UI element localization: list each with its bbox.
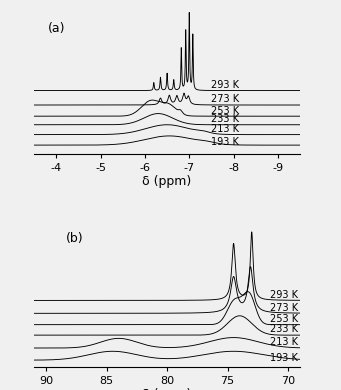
X-axis label: δ (ppm): δ (ppm) xyxy=(143,176,192,188)
Text: 213 K: 213 K xyxy=(270,337,298,347)
Text: 233 K: 233 K xyxy=(211,114,239,124)
Text: 253 K: 253 K xyxy=(211,106,239,115)
Text: 213 K: 213 K xyxy=(211,124,239,134)
Text: 293 K: 293 K xyxy=(211,80,239,90)
Text: 273 K: 273 K xyxy=(270,303,298,312)
Text: (a): (a) xyxy=(47,21,65,35)
Text: 253 K: 253 K xyxy=(270,314,298,324)
Text: 273 K: 273 K xyxy=(211,94,239,105)
X-axis label: δ (ppm): δ (ppm) xyxy=(143,388,192,390)
Text: 233 K: 233 K xyxy=(270,324,298,334)
Text: (b): (b) xyxy=(66,232,84,245)
Text: 293 K: 293 K xyxy=(270,290,298,300)
Text: 193 K: 193 K xyxy=(270,353,298,363)
Text: 193 K: 193 K xyxy=(211,138,239,147)
